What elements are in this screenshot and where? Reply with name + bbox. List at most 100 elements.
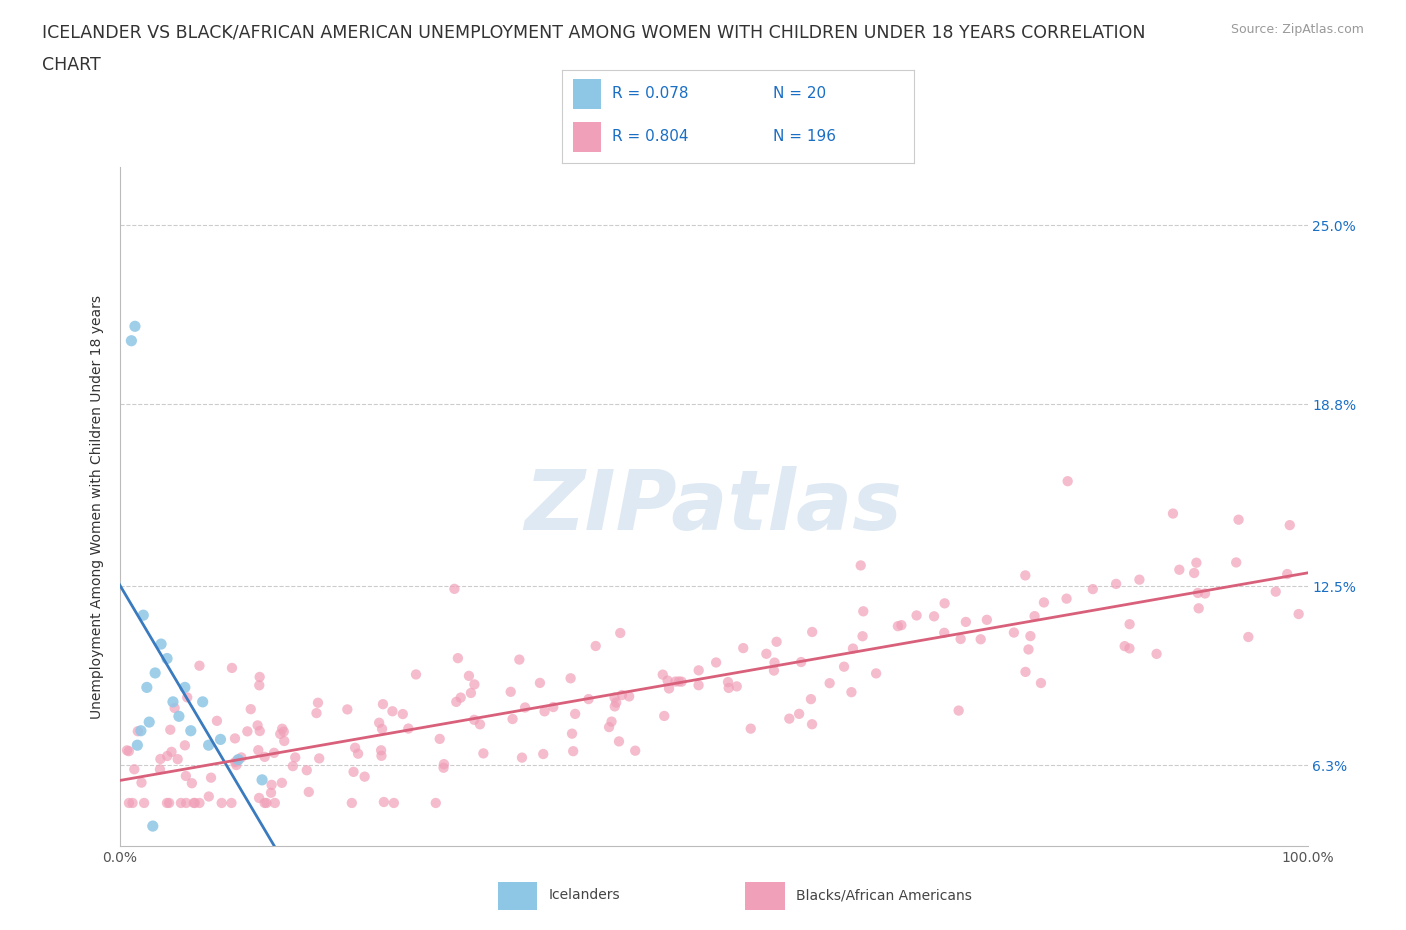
Point [381,704,404,719]
Point [124,762,146,777]
Point [370,743,392,758]
Point [373,794,395,809]
Point [1014,664,1036,679]
Point [226,752,249,767]
Point [468,717,491,732]
Point [247,790,270,805]
Point [578,692,600,707]
Point [120,333,142,348]
Point [664,674,686,689]
Point [225,758,247,773]
Point [818,676,841,691]
Point [370,749,392,764]
Point [157,795,180,810]
Point [180,776,202,790]
Point [658,681,681,696]
Point [132,607,155,622]
Point [725,679,748,694]
Bar [574,79,602,109]
Point [531,747,554,762]
Point [228,752,250,767]
Point [1002,625,1025,640]
Point [446,695,468,710]
Point [149,751,172,766]
Point [347,746,370,761]
Point [443,581,465,596]
Point [298,785,321,800]
Point [184,795,207,810]
Point [851,629,873,644]
Point [1264,584,1286,599]
Point [688,678,710,693]
Text: Source: ZipAtlas.com: Source: ZipAtlas.com [1230,23,1364,36]
Point [263,746,285,761]
Point [1017,642,1039,657]
Point [852,604,875,618]
Text: N = 20: N = 20 [773,86,827,101]
Point [281,759,304,774]
Text: R = 0.804: R = 0.804 [612,129,688,144]
Point [1277,566,1299,581]
Point [1118,617,1140,631]
Point [143,666,166,681]
Point [1225,555,1247,570]
Point [205,713,228,728]
Point [704,655,727,670]
Point [688,663,710,678]
Point [651,667,673,682]
Point [118,744,141,759]
Point [250,773,273,788]
Point [1227,512,1250,527]
Point [371,697,394,711]
Point [970,631,993,646]
Point [134,795,156,810]
Bar [574,122,602,152]
Point [842,641,865,656]
Point [246,718,269,733]
Point [1014,568,1036,583]
Point [1161,506,1184,521]
Point [447,651,470,666]
Point [605,695,627,710]
Point [1105,577,1128,591]
Point [1187,586,1209,601]
Point [270,776,292,790]
Point [585,639,607,654]
Point [176,690,198,705]
Point [353,769,375,784]
Point [1146,646,1168,661]
Point [762,663,785,678]
Point [472,746,495,761]
Point [249,670,271,684]
Point [668,674,690,689]
Point [755,646,778,661]
Point [600,714,623,729]
Point [247,678,270,693]
Point [124,319,146,334]
Point [224,731,246,746]
Point [765,634,787,649]
Point [273,724,295,739]
Bar [745,883,785,910]
Point [197,737,219,752]
Point [607,734,630,749]
Point [209,732,232,747]
Point [149,762,172,777]
Point [263,795,285,810]
Point [131,776,153,790]
Point [429,732,451,747]
Point [1194,586,1216,601]
Point [284,750,307,764]
Point [221,660,243,675]
Point [671,674,693,689]
Point [905,608,928,623]
Point [188,795,211,810]
Point [211,795,233,810]
Point [239,702,262,717]
Point [405,667,427,682]
Point [224,755,246,770]
Point [391,707,413,722]
Point [1288,606,1310,621]
Point [801,717,824,732]
Point [801,625,824,640]
